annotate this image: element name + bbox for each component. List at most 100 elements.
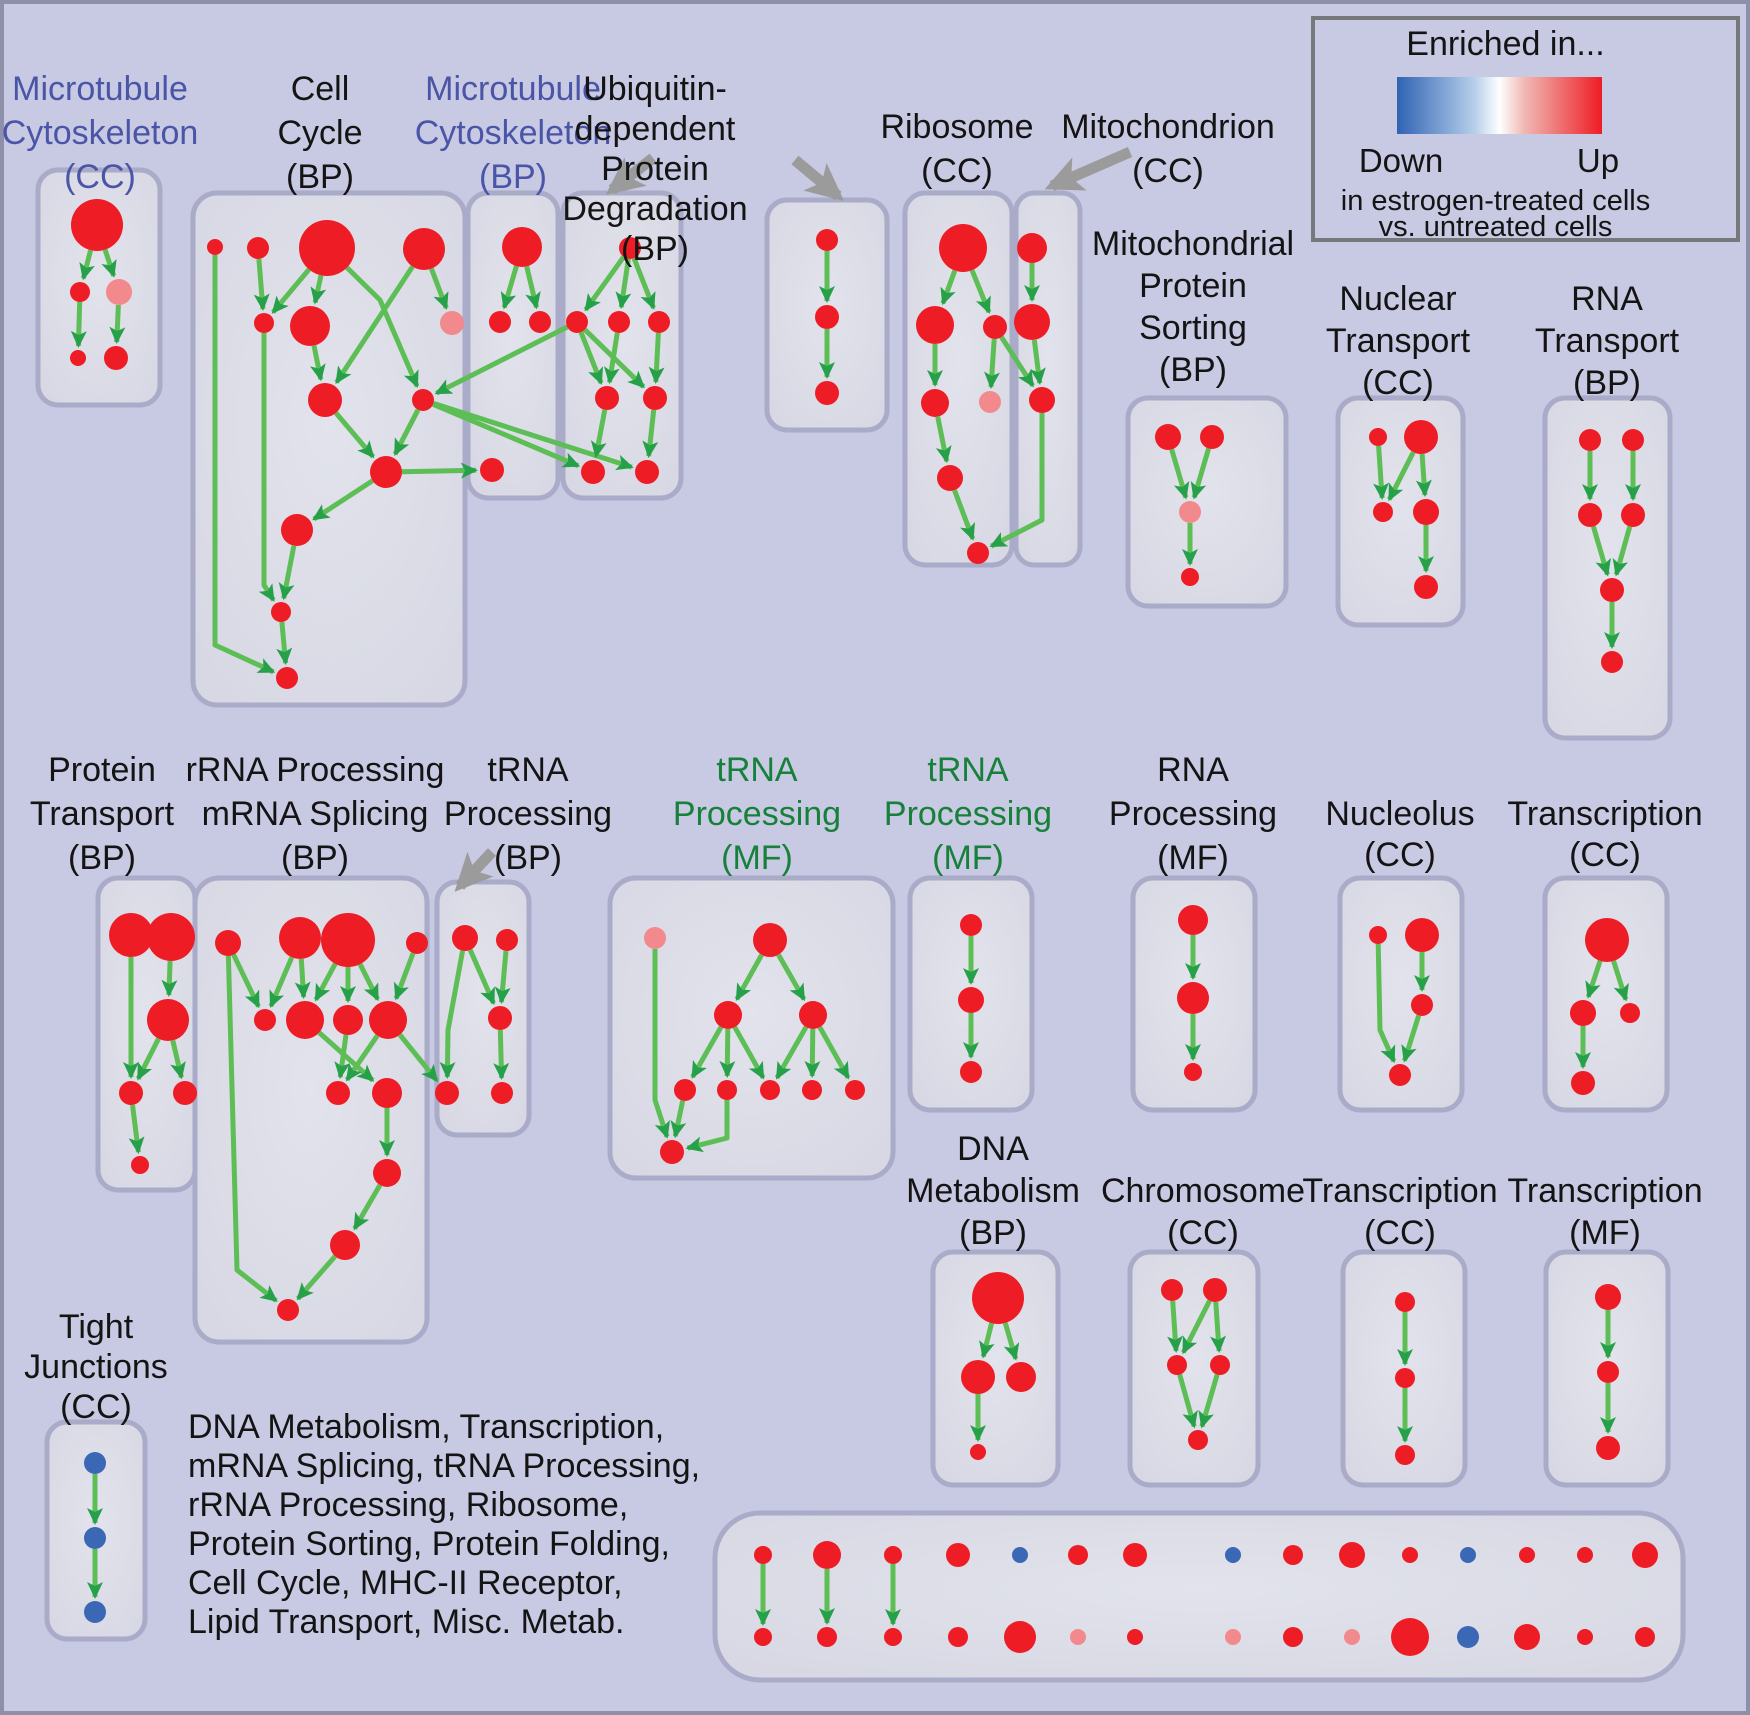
- tight-junctions-label-line1: Tight: [59, 1308, 134, 1346]
- edge-rb6-rb7: [952, 489, 976, 541]
- edge-rr1-rr5: [231, 953, 261, 1009]
- edge-cc6-cc8: [309, 345, 326, 382]
- go-term-node-mtcc3: [106, 279, 132, 305]
- chromosome-label-line2: (CC): [1167, 1214, 1239, 1252]
- trna-mf2-label-line1: tRNA: [927, 751, 1009, 789]
- go-term-node-mb3b: [884, 1628, 902, 1646]
- go-term-node-tj3: [84, 1601, 106, 1623]
- edge-mt2-mt3: [1029, 339, 1046, 386]
- go-term-node-rr3: [321, 913, 375, 967]
- cell-cycle-label-line2: Cycle: [277, 114, 362, 152]
- go-term-node-ub4: [648, 311, 670, 333]
- go-term-node-rr9: [326, 1081, 350, 1105]
- go-term-node-x2: [1395, 1368, 1415, 1388]
- go-term-node-rt6: [1601, 651, 1623, 673]
- go-term-node-rt3: [1578, 503, 1602, 527]
- go-term-node-rr10: [372, 1078, 402, 1108]
- go-term-node-rr12: [330, 1230, 360, 1260]
- go-term-node-rb4: [921, 389, 949, 417]
- go-term-node-rb1: [939, 224, 987, 272]
- edge-mtcc2-mtcc4: [70, 301, 87, 348]
- go-term-node-mb2t: [813, 1541, 841, 1569]
- rrna-label-line3: (BP): [281, 839, 349, 877]
- rna-mf-label-line2: Processing: [1109, 795, 1277, 833]
- trna-bp-label-line1: tRNA: [487, 751, 569, 789]
- go-term-node-uq1: [816, 229, 838, 251]
- trna-bp-label-line2: Processing: [444, 795, 612, 833]
- edge-tf2-tf3: [734, 953, 764, 1002]
- edge-ub2-ub5: [578, 331, 604, 385]
- go-term-node-mp2: [1200, 425, 1224, 449]
- dna-metab-label-line1: DNA: [957, 1130, 1029, 1168]
- go-term-node-mb1t: [754, 1546, 772, 1564]
- cluster-chromosome: [1127, 1249, 1261, 1488]
- go-term-node-uq3: [815, 381, 839, 405]
- edge-tf3-tf5: [690, 1025, 724, 1079]
- go-term-node-ub5: [595, 386, 619, 410]
- go-term-node-tf6: [717, 1080, 737, 1100]
- misc-categories-text-line4: Protein Sorting, Protein Folding,: [188, 1525, 670, 1563]
- nuclear-transport-label-line1: Nuclear: [1339, 280, 1456, 318]
- edge-ch2-ch3: [1181, 1299, 1212, 1355]
- go-term-node-tb5: [491, 1082, 513, 1104]
- go-term-node-rt2: [1622, 429, 1644, 451]
- edge-rt4-rt5: [1612, 525, 1633, 577]
- go-term-node-mtbp3: [529, 311, 551, 333]
- mitochondrion-label-line1: Mitochondrion: [1061, 108, 1275, 146]
- edge-ch2-ch4: [1210, 1301, 1227, 1353]
- label-pointer-arrow-2: [791, 155, 845, 202]
- cluster-microtubule-cytoskeleton-cc: [35, 167, 163, 408]
- legend-caption-line1: in estrogen-treated cells: [1341, 185, 1651, 217]
- rna-transport-label-line3: (BP): [1573, 364, 1641, 402]
- label-pointer-arrow-1: [605, 153, 657, 195]
- go-term-node-rb6: [937, 465, 963, 491]
- nuclear-transport-label-line3: (CC): [1362, 364, 1434, 402]
- edge-tf3-tf6: [719, 1028, 736, 1078]
- go-term-node-tf4: [799, 1001, 827, 1029]
- go-term-node-x3: [1395, 1445, 1415, 1465]
- mps-label-line1: Mitochondrial: [1092, 225, 1294, 263]
- go-term-node-rr13: [277, 1299, 299, 1321]
- go-term-node-cc8: [308, 383, 342, 417]
- cell-cycle-label-line1: Cell: [291, 70, 350, 108]
- go-term-node-cc7: [440, 311, 464, 335]
- go-term-node-rb2: [916, 306, 954, 344]
- ubiquitin-label-line5: (BP): [621, 230, 689, 268]
- edge-cc12-cc13: [276, 621, 293, 666]
- go-term-node-pt5: [173, 1081, 197, 1105]
- go-term-node-rr6: [286, 1001, 324, 1039]
- edge-ch3-ch5: [1177, 1373, 1198, 1429]
- go-term-node-rr5: [254, 1009, 276, 1031]
- go-term-node-ub6: [643, 386, 667, 410]
- edge-cc3-cc6: [310, 274, 327, 305]
- legend-caption-line2: vs. untreated cells: [1379, 211, 1613, 243]
- edge-rr11-rr12: [352, 1183, 383, 1231]
- go-term-node-tg2: [958, 987, 984, 1013]
- ubiquitin-label-line1: Ubiquitin-: [583, 70, 727, 108]
- edge-nt1-nt3: [1373, 445, 1390, 500]
- edge-tf4-tf9: [817, 1025, 851, 1080]
- edge-dm1-dm2: [979, 1322, 995, 1359]
- go-term-node-rr1: [215, 930, 241, 956]
- go-term-node-tf1: [644, 927, 666, 949]
- edge-rr6-rr10: [317, 1030, 375, 1083]
- ribosome-label-line2: (CC): [921, 152, 993, 190]
- go-term-node-cc6: [290, 306, 330, 346]
- protein-transport-label-line1: Protein: [48, 751, 156, 789]
- cell-cycle-label-line3: (BP): [286, 158, 354, 196]
- go-term-node-nc3: [1411, 994, 1433, 1016]
- edge-tf2-tf4: [776, 953, 807, 1002]
- edge-rr8-tb4: [397, 1033, 439, 1083]
- go-term-node-tf2: [753, 923, 787, 957]
- trna-mf2-label-line3: (MF): [932, 839, 1004, 877]
- edge-mtcc1-mtcc2: [79, 249, 95, 281]
- go-term-node-tj1: [84, 1452, 106, 1474]
- go-term-node-z2: [1597, 1361, 1619, 1383]
- go-term-node-mtcc2: [70, 282, 90, 302]
- go-term-node-nt4: [1413, 499, 1439, 525]
- edge-pt2-pt3: [161, 960, 178, 997]
- go-term-node-tj2: [84, 1527, 106, 1549]
- go-term-node-dm2: [961, 1360, 995, 1394]
